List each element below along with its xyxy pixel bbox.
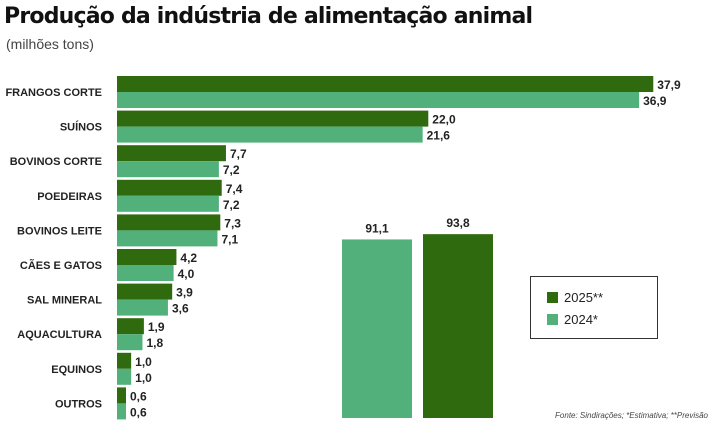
legend-swatch-2025 <box>547 292 558 303</box>
bar-suinos-2025 <box>117 110 429 127</box>
bar-sal-mineral-2024 <box>117 299 168 316</box>
value-label-caes-e-gatos-2025: 4,2 <box>180 251 197 265</box>
category-label-suinos: SUÍNOS <box>60 121 102 134</box>
value-label-aquacultura-2024: 1,8 <box>146 336 163 350</box>
bar-caes-e-gatos-2025 <box>117 249 177 265</box>
legend-item-2024: 2024* <box>547 312 598 327</box>
total-value-label-2024: 91,1 <box>365 221 389 235</box>
bar-sal-mineral-2025 <box>117 283 173 300</box>
legend-label-2025: 2025** <box>564 290 604 305</box>
value-label-frangos-corte-2025: 37,9 <box>657 78 681 92</box>
bar-aquacultura-2025 <box>117 318 144 335</box>
value-label-sal-mineral-2024: 3,6 <box>172 302 189 316</box>
value-label-poedeiras-2024: 7,2 <box>223 198 240 212</box>
value-label-bovinos-corte-2024: 7,2 <box>223 163 240 177</box>
category-label-frangos-corte: FRANGOS CORTE <box>5 87 102 99</box>
bar-bovinos-leite-2025 <box>117 214 221 231</box>
legend-swatch-2024 <box>547 314 558 325</box>
value-label-sal-mineral-2025: 3,9 <box>176 286 193 300</box>
bar-frangos-corte-2025 <box>117 76 654 92</box>
value-label-equinos-2024: 1,0 <box>135 371 152 385</box>
value-label-bovinos-corte-2025: 7,7 <box>230 147 247 161</box>
legend: 2025** 2024* <box>530 276 658 339</box>
chart-title: Produção da indústria de alimentação ani… <box>4 4 533 29</box>
value-label-aquacultura-2025: 1,9 <box>148 320 165 334</box>
value-label-poedeiras-2025: 7,4 <box>226 182 243 196</box>
value-label-outros-2025: 0,6 <box>130 389 147 403</box>
category-label-bovinos-corte: BOVINOS CORTE <box>10 156 102 168</box>
chart-subtitle: (milhões tons) <box>6 36 94 52</box>
value-label-suinos-2025: 22,0 <box>432 113 456 127</box>
bar-caes-e-gatos-2024 <box>117 265 174 281</box>
value-label-bovinos-leite-2024: 7,1 <box>221 232 238 246</box>
source-note: Fonte: Sindirações; *Estimativa; **Previ… <box>555 411 708 420</box>
category-label-aquacultura: AQUACULTURA <box>17 329 102 341</box>
category-label-sal-mineral: SAL MINERAL <box>27 295 102 307</box>
category-label-bovinos-leite: BOVINOS LEITE <box>17 225 102 237</box>
bar-equinos-2025 <box>117 352 132 369</box>
bar-bovinos-corte-2025 <box>117 145 226 162</box>
total-bar-2024 <box>342 239 412 418</box>
bar-frangos-corte-2024 <box>117 92 640 108</box>
legend-label-2024: 2024* <box>564 312 598 327</box>
category-label-poedeiras: POEDEIRAS <box>37 191 102 203</box>
category-label-equinos: EQUINOS <box>51 364 102 376</box>
bar-suinos-2024 <box>117 126 423 143</box>
total-value-label-2025: 93,8 <box>446 216 470 230</box>
legend-item-2025: 2025** <box>547 290 603 305</box>
value-label-caes-e-gatos-2024: 4,0 <box>178 267 195 281</box>
value-label-bovinos-leite-2025: 7,3 <box>224 216 241 230</box>
value-label-suinos-2024: 21,6 <box>427 129 451 143</box>
bar-outros-2025 <box>117 387 126 404</box>
value-label-frangos-corte-2024: 36,9 <box>643 94 667 108</box>
bar-bovinos-leite-2024 <box>117 230 218 247</box>
value-label-outros-2024: 0,6 <box>130 405 147 419</box>
bar-poedeiras-2024 <box>117 195 219 212</box>
value-label-equinos-2025: 1,0 <box>135 355 152 369</box>
bar-poedeiras-2025 <box>117 179 222 196</box>
bar-aquacultura-2024 <box>117 334 143 351</box>
bar-outros-2024 <box>117 403 126 420</box>
bar-bovinos-corte-2024 <box>117 161 219 178</box>
category-label-outros: OUTROS <box>55 398 102 410</box>
total-bar-2025 <box>423 234 493 418</box>
bar-equinos-2024 <box>117 368 132 385</box>
category-label-caes-e-gatos: CÃES E GATOS <box>20 259 102 272</box>
